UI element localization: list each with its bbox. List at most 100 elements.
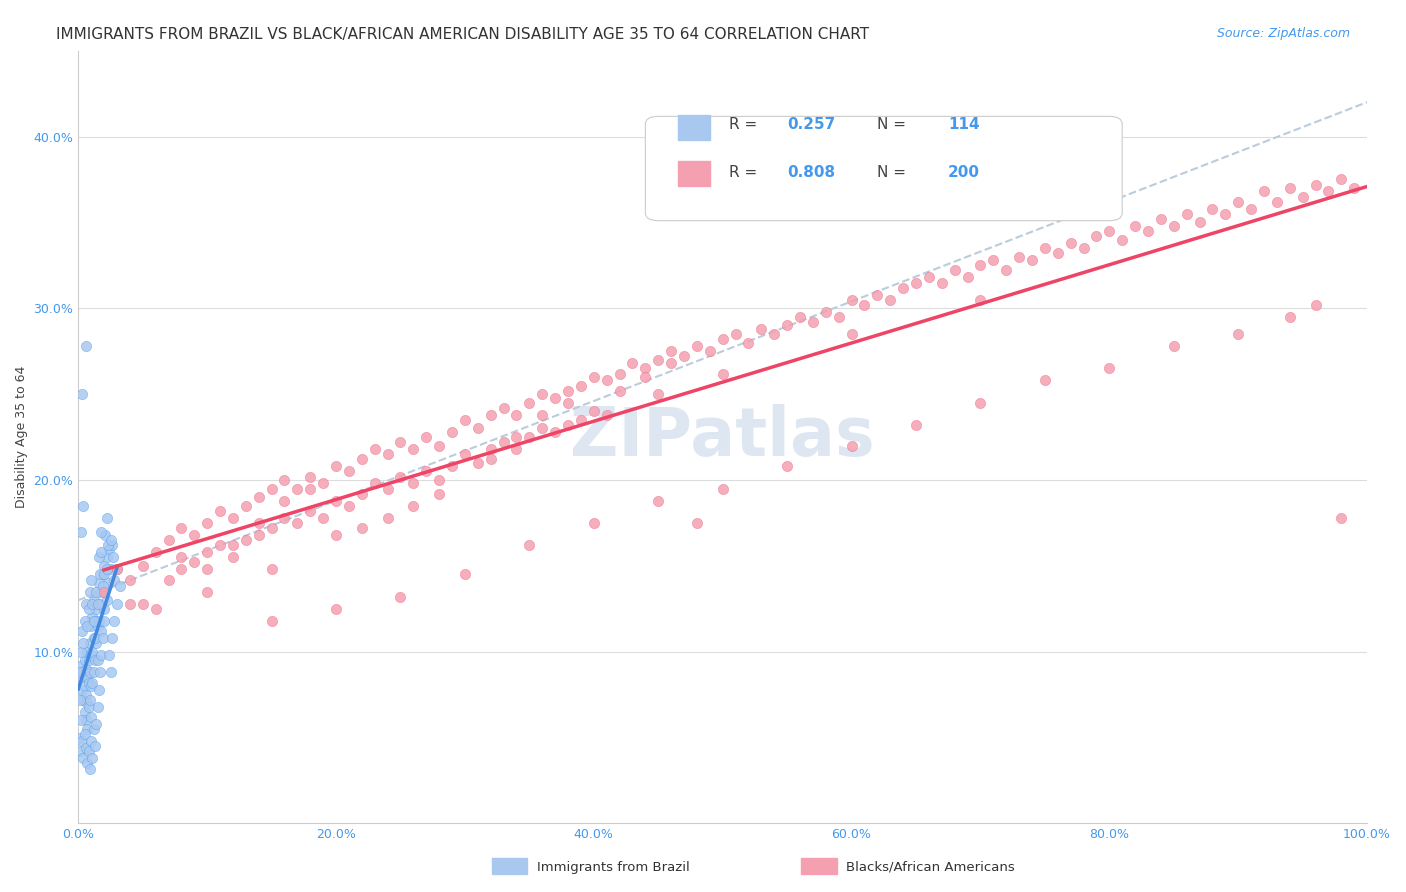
Point (776, 459, 799, 474)
Point (1343, 181, 1365, 195)
Point (91, 567, 114, 582)
Point (287, 482, 309, 496)
Point (1240, 202, 1263, 216)
Point (557, 418, 579, 433)
Point (89, 567, 111, 582)
Point (222, 538, 245, 552)
Point (519, 430, 541, 444)
Point (531, 408, 554, 422)
Point (1021, 253, 1043, 268)
Point (86, 602, 108, 616)
Point (90, 545, 112, 559)
Point (86, 716, 108, 731)
Point (80, 573, 103, 587)
Point (1098, 224, 1121, 238)
Point (647, 493, 669, 508)
Point (75, 339, 97, 353)
Bar (678, 161, 710, 186)
Bar (678, 115, 710, 139)
Point (531, 387, 554, 401)
Point (101, 550, 124, 565)
Point (101, 631, 124, 645)
Point (84, 739, 107, 754)
Point (789, 310, 811, 324)
Point (75, 662, 97, 676)
Point (89, 665, 111, 680)
Point (634, 361, 657, 376)
Point (1033, 373, 1056, 387)
Point (82, 610, 104, 624)
Point (93, 602, 115, 616)
Point (70, 744, 93, 758)
Point (79, 665, 101, 680)
Point (1291, 189, 1313, 203)
Point (377, 510, 399, 524)
Point (389, 469, 412, 483)
Point (711, 332, 734, 346)
Point (377, 447, 399, 461)
Point (879, 293, 901, 307)
Point (647, 387, 669, 401)
Point (1330, 172, 1353, 186)
Point (86, 619, 108, 633)
Point (108, 579, 131, 593)
Point (195, 584, 218, 599)
Text: Source: ZipAtlas.com: Source: ZipAtlas.com (1216, 27, 1350, 40)
Point (1136, 224, 1159, 238)
Text: Blacks/African Americans: Blacks/African Americans (846, 861, 1015, 873)
Point (86, 597, 108, 611)
Point (235, 533, 257, 548)
Point (350, 452, 373, 467)
Point (931, 276, 953, 290)
Point (93, 614, 115, 628)
Point (70, 658, 93, 673)
Point (479, 408, 502, 422)
Point (505, 442, 527, 456)
Point (73, 727, 96, 741)
Point (609, 384, 631, 398)
Point (389, 590, 412, 604)
Point (1163, 219, 1185, 233)
Point (86, 584, 108, 599)
Point (544, 425, 567, 439)
Point (82, 597, 104, 611)
Point (325, 528, 347, 542)
Point (83, 665, 105, 680)
Point (209, 538, 232, 552)
Point (105, 597, 128, 611)
Point (1265, 194, 1288, 209)
Point (98, 648, 121, 662)
Point (103, 614, 125, 628)
Point (904, 418, 927, 433)
Y-axis label: Disability Age 35 to 64: Disability Age 35 to 64 (15, 366, 28, 508)
Point (609, 367, 631, 381)
Point (441, 425, 464, 439)
Point (82, 675, 104, 690)
Point (75, 740, 97, 755)
Point (118, 597, 141, 611)
Point (467, 456, 489, 470)
Point (96, 510, 118, 524)
Point (70, 524, 93, 539)
Point (93, 584, 115, 599)
Point (402, 476, 425, 491)
Point (75, 714, 97, 728)
Point (299, 469, 322, 483)
Point (1330, 510, 1353, 524)
Point (659, 344, 682, 359)
Point (377, 482, 399, 496)
Point (402, 499, 425, 513)
Point (737, 335, 759, 350)
Point (86, 699, 108, 714)
Point (853, 298, 876, 312)
Point (105, 562, 128, 576)
Point (84, 614, 107, 628)
Point (1227, 194, 1250, 209)
Point (118, 573, 141, 587)
Text: Immigrants from Brazil: Immigrants from Brazil (537, 861, 690, 873)
Point (80, 648, 103, 662)
Point (247, 516, 270, 530)
Point (90, 624, 112, 639)
Point (76, 645, 98, 659)
Text: R =: R = (730, 165, 762, 180)
